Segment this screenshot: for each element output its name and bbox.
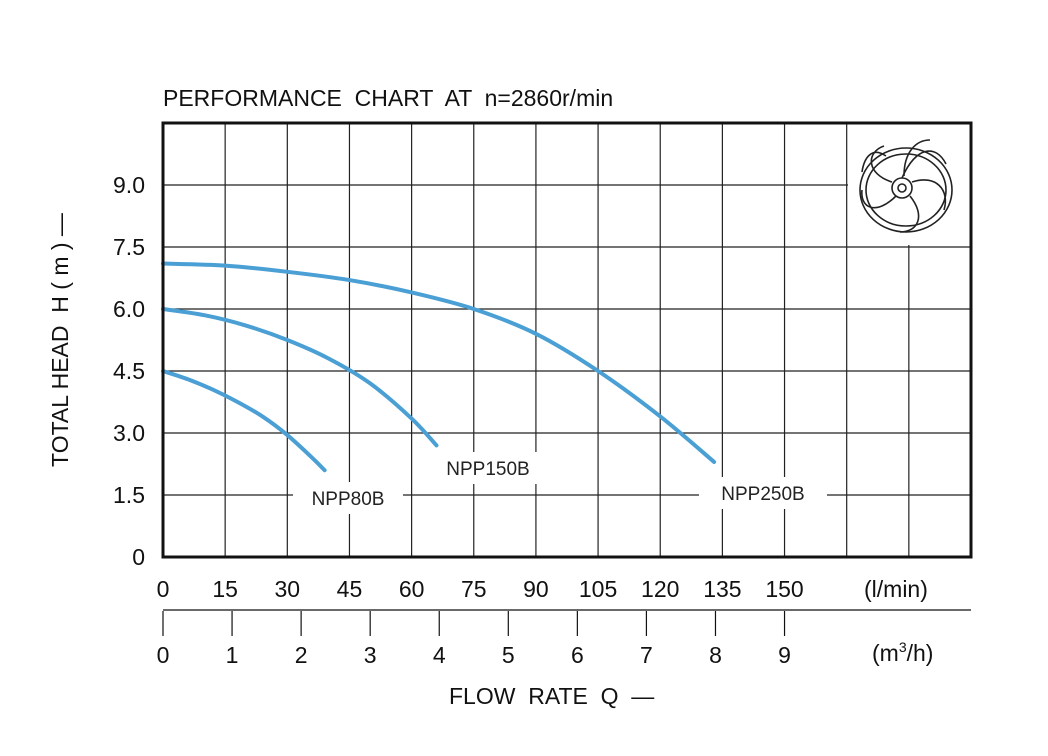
series-label-npp150b: NPP150B	[446, 459, 529, 480]
series-line-npp150b	[161, 307, 439, 448]
x-tick-label-lmin: 120	[641, 576, 679, 602]
x-tick-label-lmin: 30	[275, 576, 301, 602]
y-tick-label: 7.5	[113, 234, 145, 260]
x-tick-label-lmin: 75	[461, 576, 487, 602]
chart-title: PERFORMANCE CHART AT n=2860r/min	[163, 85, 613, 111]
y-tick-label: 6.0	[113, 296, 145, 322]
y-tick-label: 9.0	[113, 172, 145, 198]
series-label-npp250b: NPP250B	[721, 484, 804, 505]
x-axis-label: FLOW RATE Q —	[449, 683, 654, 709]
series-labels: NPP80B NPP150B NPP250B	[293, 452, 827, 514]
x-unit-m3h-sup: 3	[899, 639, 907, 655]
x-tick-label-m3h: 0	[157, 642, 170, 668]
impeller-icon	[848, 123, 970, 245]
x-tick-label-m3h: 2	[295, 642, 308, 668]
x-tick-label-m3h: 5	[502, 642, 515, 668]
curves	[161, 261, 717, 473]
x-tick-label-lmin: 90	[523, 576, 549, 602]
x-tick-label-m3h: 3	[364, 642, 377, 668]
series-line-npp250b	[161, 261, 717, 464]
x-tick-label-lmin: 135	[703, 576, 741, 602]
x-tick-label-lmin: 150	[765, 576, 803, 602]
x-tick-label-lmin: 45	[337, 576, 363, 602]
y-tick-label: 4.5	[113, 358, 145, 384]
series-label-bg	[699, 477, 827, 509]
series-label-bg	[432, 452, 544, 484]
series-label-npp80b: NPP80B	[312, 489, 385, 510]
series-line-npp80b	[161, 369, 327, 473]
y-tick-label: 3.0	[113, 420, 145, 446]
y-tick-label: 0	[132, 544, 145, 570]
x-tick-label-m3h: 1	[226, 642, 239, 668]
y-tick-label: 1.5	[113, 482, 145, 508]
x-tick-label-lmin: 0	[157, 576, 170, 602]
x-tick-label-m3h: 9	[778, 642, 791, 668]
series-label-bg	[293, 482, 403, 514]
x-unit-lmin: (l/min)	[864, 576, 928, 602]
x-tick-label-lmin: 105	[579, 576, 617, 602]
x-tick-label-m3h: 8	[709, 642, 722, 668]
x-unit-m3h-suffix: /h)	[907, 640, 934, 666]
plot-frame	[161, 121, 973, 559]
x-axis-ticks-lmin: 0 15 30 45 60 75 90 105 120 135 150	[157, 576, 804, 602]
x-tick-label-lmin: 60	[399, 576, 425, 602]
y-axis-label: TOTAL HEAD H ( m ) —	[47, 213, 73, 467]
x-unit-m3h-prefix: (m	[872, 640, 899, 666]
y-axis-ticks: 0 1.5 3.0 4.5 6.0 7.5 9.0	[113, 172, 145, 570]
x-tick-label-m3h: 7	[640, 642, 653, 668]
x-axis-ticks-m3h: 0 1 2 3 4 5 6 7 8 9	[157, 611, 791, 668]
x-tick-label-m3h: 6	[571, 642, 584, 668]
x-tick-label-lmin: 15	[212, 576, 238, 602]
grid	[163, 123, 971, 557]
x-tick-label-m3h: 4	[433, 642, 446, 668]
x-unit-m3h: (m3/h)	[872, 639, 933, 666]
